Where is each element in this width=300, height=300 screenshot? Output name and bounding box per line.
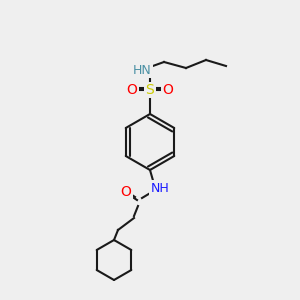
Text: O: O — [121, 185, 131, 199]
Text: NH: NH — [151, 182, 169, 194]
Text: O: O — [163, 83, 173, 97]
Text: O: O — [127, 83, 137, 97]
Text: S: S — [146, 83, 154, 97]
Text: HN: HN — [133, 64, 152, 76]
